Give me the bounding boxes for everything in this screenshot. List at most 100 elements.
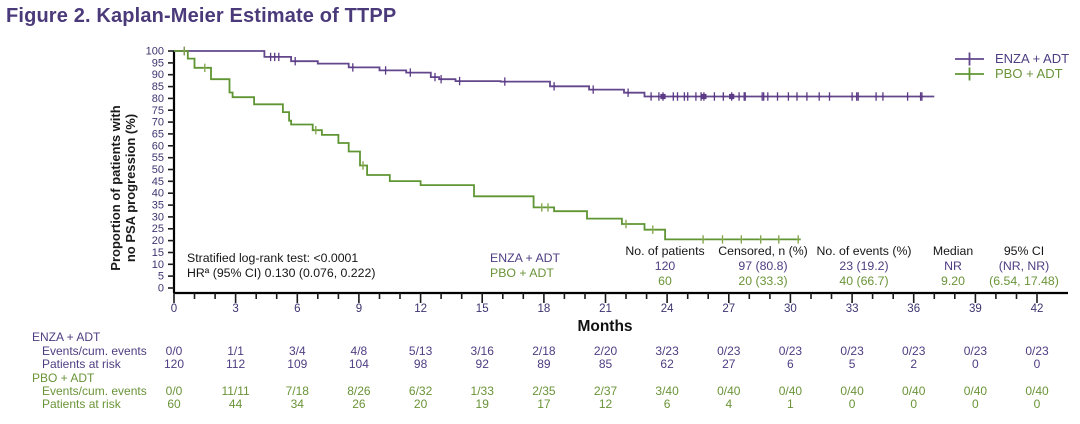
svg-text:44: 44	[229, 397, 243, 411]
svg-text:Months: Months	[577, 318, 632, 335]
svg-text:0: 0	[171, 303, 177, 315]
svg-text:40 (66.7): 40 (66.7)	[839, 274, 888, 288]
svg-text:23 (19.2): 23 (19.2)	[839, 259, 888, 273]
svg-text:0/40: 0/40	[964, 384, 988, 398]
svg-text:(NR, NR): (NR, NR)	[999, 259, 1050, 273]
svg-text:30: 30	[152, 211, 164, 223]
svg-text:3/16: 3/16	[471, 344, 495, 358]
svg-text:20: 20	[152, 235, 164, 247]
svg-text:0/40: 0/40	[902, 384, 926, 398]
svg-text:26: 26	[352, 397, 366, 411]
svg-text:12: 12	[414, 303, 427, 315]
svg-text:ENZA + ADT: ENZA + ADT	[995, 51, 1069, 66]
svg-text:Patients at risk: Patients at risk	[42, 357, 122, 371]
svg-text:25: 25	[152, 223, 164, 235]
svg-text:0/40: 0/40	[717, 384, 741, 398]
svg-text:24: 24	[661, 303, 674, 315]
svg-text:0/23: 0/23	[840, 344, 864, 358]
svg-text:No. of events (%): No. of events (%)	[817, 244, 912, 258]
svg-text:2/35: 2/35	[532, 384, 556, 398]
svg-text:39: 39	[969, 303, 982, 315]
svg-text:45: 45	[152, 176, 164, 188]
svg-text:0: 0	[158, 283, 164, 295]
svg-text:42: 42	[1031, 303, 1044, 315]
svg-text:65: 65	[152, 128, 164, 140]
svg-text:27: 27	[722, 357, 736, 371]
svg-text:90: 90	[152, 69, 164, 81]
svg-text:HRª (95% CI) 0.130 (0.076, 0.2: HRª (95% CI) 0.130 (0.076, 0.222)	[187, 266, 375, 280]
svg-text:Censored, n (%): Censored, n (%)	[718, 244, 808, 258]
svg-text:21: 21	[599, 303, 612, 315]
svg-text:0: 0	[972, 357, 979, 371]
svg-text:35: 35	[152, 200, 164, 212]
svg-text:0/40: 0/40	[779, 384, 803, 398]
svg-text:80: 80	[152, 93, 164, 105]
svg-text:17: 17	[537, 397, 551, 411]
svg-text:75: 75	[152, 105, 164, 117]
svg-text:2/18: 2/18	[532, 344, 556, 358]
svg-text:9: 9	[356, 303, 362, 315]
svg-text:60: 60	[152, 140, 164, 152]
svg-text:12: 12	[599, 397, 613, 411]
svg-text:0/23: 0/23	[902, 344, 926, 358]
svg-text:95% CI: 95% CI	[1004, 244, 1044, 258]
svg-text:15: 15	[152, 247, 164, 259]
svg-text:0/0: 0/0	[166, 344, 183, 358]
svg-text:62: 62	[660, 357, 674, 371]
svg-text:20: 20	[414, 397, 428, 411]
svg-text:104: 104	[349, 357, 369, 371]
svg-text:3/40: 3/40	[655, 384, 679, 398]
svg-text:1/33: 1/33	[471, 384, 495, 398]
svg-text:20 (33.3): 20 (33.3)	[738, 274, 787, 288]
svg-text:6: 6	[664, 397, 671, 411]
svg-text:Stratified log-rank test: <0.0: Stratified log-rank test: <0.0001	[187, 251, 358, 265]
svg-text:55: 55	[152, 152, 164, 164]
svg-text:50: 50	[152, 164, 164, 176]
svg-text:40: 40	[152, 188, 164, 200]
svg-text:0: 0	[1034, 397, 1041, 411]
svg-text:0: 0	[972, 397, 979, 411]
svg-text:112: 112	[226, 357, 245, 371]
svg-text:60: 60	[658, 274, 672, 288]
svg-text:18: 18	[538, 303, 551, 315]
svg-text:30: 30	[784, 303, 797, 315]
svg-text:6: 6	[294, 303, 300, 315]
svg-text:3/23: 3/23	[655, 344, 679, 358]
svg-text:0: 0	[849, 397, 856, 411]
svg-text:4: 4	[725, 397, 732, 411]
svg-text:0/23: 0/23	[779, 344, 803, 358]
svg-text:0: 0	[910, 397, 917, 411]
svg-text:8/26: 8/26	[347, 384, 371, 398]
svg-text:2/37: 2/37	[594, 384, 618, 398]
svg-text:19: 19	[476, 397, 490, 411]
svg-text:NR: NR	[944, 259, 962, 273]
svg-text:92: 92	[476, 357, 490, 371]
svg-text:0/23: 0/23	[717, 344, 741, 358]
svg-text:ENZA + ADT: ENZA + ADT	[490, 251, 561, 265]
svg-text:ENZA + ADT: ENZA + ADT	[32, 330, 101, 344]
svg-text:60: 60	[167, 397, 181, 411]
svg-text:36: 36	[907, 303, 920, 315]
svg-text:120: 120	[164, 357, 184, 371]
svg-text:0/0: 0/0	[166, 384, 183, 398]
svg-text:89: 89	[537, 357, 551, 371]
svg-text:Median: Median	[933, 244, 973, 258]
svg-text:9.20: 9.20	[941, 274, 965, 288]
svg-text:120: 120	[655, 259, 676, 273]
svg-text:6: 6	[787, 357, 794, 371]
svg-text:11/11: 11/11	[221, 384, 250, 398]
svg-text:PBO + ADT: PBO + ADT	[490, 266, 554, 280]
svg-text:33: 33	[846, 303, 859, 315]
svg-text:0: 0	[1034, 357, 1041, 371]
svg-text:3/4: 3/4	[289, 344, 306, 358]
svg-text:Patients at risk: Patients at risk	[42, 397, 122, 411]
svg-text:2: 2	[910, 357, 917, 371]
svg-text:Events/cum. events: Events/cum. events	[42, 344, 147, 358]
svg-text:Events/cum. events: Events/cum. events	[42, 384, 147, 398]
svg-text:100: 100	[146, 46, 164, 58]
svg-text:70: 70	[152, 117, 164, 129]
svg-text:97 (80.8): 97 (80.8)	[738, 259, 787, 273]
svg-text:5: 5	[158, 271, 164, 283]
svg-text:95: 95	[152, 57, 164, 69]
svg-text:0/40: 0/40	[840, 384, 864, 398]
